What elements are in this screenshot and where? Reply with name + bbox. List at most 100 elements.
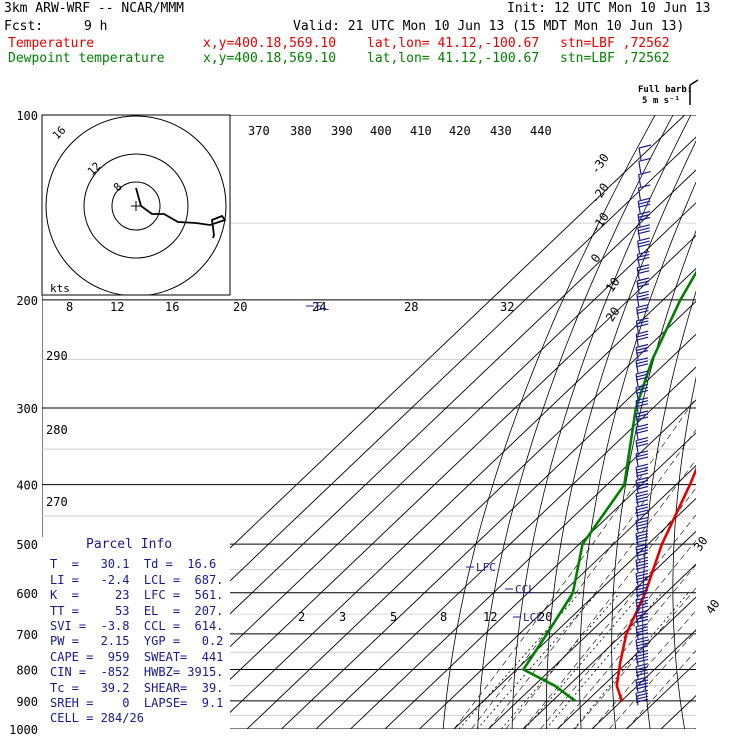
wind-barb-flag: [635, 539, 649, 544]
parcel-row: Tc = 39.2 SHEAR= 39.: [50, 680, 224, 695]
parcel-info-panel: Parcel Info T = 30.1 Td = 16.6 LI = -2.4…: [42, 537, 230, 729]
wind-barb-flag: [635, 583, 649, 588]
wind-barb-flag: [635, 397, 649, 402]
isotherm-line: [280, 333, 696, 729]
isotherm-label: -20: [588, 180, 612, 206]
wind-barb-flag: [635, 512, 649, 517]
isotherm-line: [349, 399, 696, 729]
wind-barb-flag: [635, 615, 649, 621]
wind-barb-flag: [635, 496, 649, 501]
parcel-row: T = 30.1 Td = 16.6: [50, 557, 217, 572]
pressure-tick-label: 300: [16, 402, 38, 416]
hodograph-speed-label: 28: [404, 300, 418, 314]
wind-barb-flag: [636, 280, 650, 285]
isotherm-line: [211, 267, 696, 729]
wind-barb-flag: [638, 184, 651, 189]
isotherm-line: [142, 202, 696, 729]
wind-barb-staff: [638, 161, 642, 174]
wind-barb-flag: [635, 370, 649, 375]
wind-barb-flag: [635, 363, 649, 368]
wind-barb-flag: [636, 330, 649, 335]
wind-barb-flag: [635, 503, 649, 508]
wind-barb-flag: [635, 543, 649, 548]
dry-adiabat-line: [477, 115, 674, 729]
wind-barb-flag: [635, 562, 649, 567]
isotherm-line: [625, 662, 696, 729]
wind-barb-flag: [635, 423, 649, 428]
wind-barb-flag: [635, 463, 649, 468]
pressure-tick-label: 500: [16, 538, 38, 552]
theta-label: 290: [46, 349, 68, 363]
marker-label: EL: [316, 300, 330, 313]
wind-barb-flag: [635, 629, 649, 634]
wind-barb-flag: [638, 200, 651, 205]
wind-barb-flag: [635, 546, 649, 551]
moist-adiabat-line: [557, 564, 696, 729]
wind-barb-flag: [635, 609, 649, 615]
wind-barb-flag: [637, 256, 650, 261]
wind-barb-flag: [635, 499, 649, 504]
wind-barb-flag: [635, 485, 649, 491]
wind-barb-flag: [636, 336, 649, 341]
wind-barb-flag: [635, 383, 649, 388]
wind-barb-flag: [635, 626, 649, 631]
dry-adiabat-line: [731, 87, 740, 740]
wind-barb-flag: [637, 270, 650, 275]
moist-adiabat-line: [574, 587, 696, 729]
marker-label: LCL: [523, 611, 543, 624]
wind-barb-flag: [636, 283, 650, 288]
forecast-label: Fcst:: [4, 19, 44, 34]
wind-barb-flag: [635, 472, 649, 477]
isotherm-label: 40: [703, 597, 723, 617]
wind-barb-flag: [635, 623, 649, 628]
wind-barb-flag: [637, 240, 650, 245]
wind-barb-flag: [638, 157, 651, 162]
wind-barb-flag: [637, 250, 650, 255]
pressure-tick-label: 900: [16, 695, 38, 709]
wind-barb-flag: [635, 642, 649, 647]
isotherm-line: [556, 596, 696, 729]
wind-barb-flag: [635, 416, 649, 421]
wind-barb-flag: [635, 599, 649, 604]
isotherm-line: [177, 235, 696, 729]
wind-barb-flag: [635, 652, 649, 657]
wind-barb-flag: [636, 293, 649, 298]
wind-barb-flag: [635, 443, 649, 448]
isotherm-label: 0: [588, 251, 604, 265]
wind-barb-flag: [635, 373, 649, 378]
mixing-ratio-label: 3: [339, 610, 346, 624]
barb-legend-title: Full barb:: [638, 85, 692, 95]
wind-barb-flag: [637, 243, 650, 248]
theta-label: 430: [490, 124, 512, 138]
wind-barb-flag: [635, 453, 649, 458]
parcel-row: CAPE = 959 SWEAT= 441: [50, 649, 224, 664]
theta-label: 390: [331, 124, 353, 138]
wind-barb-flag: [637, 213, 651, 219]
pressure-tick-label: 200: [16, 294, 38, 308]
wind-barb-flag: [635, 516, 649, 521]
wind-barb-flag: [636, 320, 649, 325]
pressure-tick-label: 800: [16, 663, 38, 677]
wind-barb-flag: [635, 679, 649, 684]
parcel-row: CIN = -852 HWBZ= 3915.: [50, 665, 224, 680]
isotherm-line: [453, 497, 696, 729]
wind-barb-flag: [635, 596, 649, 601]
isotherm-label: 10: [603, 275, 623, 295]
wind-barb-flag: [635, 469, 649, 474]
wind-barb-flag: [637, 227, 650, 232]
model-title: 3km ARW-WRF -- NCAR/MMM: [4, 1, 185, 16]
wind-barb-flag: [637, 210, 651, 216]
wind-barb-flag: [635, 349, 649, 355]
pressure-tick-label: 1000: [9, 723, 38, 737]
temperature-legend: Temperature: [8, 36, 95, 51]
parcel-row: K = 23 LFC = 561.: [50, 588, 224, 603]
hodograph-ring: [111, 181, 161, 231]
isotherm-line: [418, 465, 696, 729]
wind-barb-flag: [635, 669, 649, 674]
isotherm-label: 20: [603, 304, 623, 324]
temperature-latlon: lat,lon= 41.12,-100.67: [367, 36, 540, 51]
wind-barb-flag: [635, 343, 649, 349]
dewpoint-latlon: lat,lon= 41.12,-100.67: [367, 51, 540, 66]
wind-barb-flag: [635, 636, 649, 641]
wind-barb-flag: [635, 389, 649, 394]
